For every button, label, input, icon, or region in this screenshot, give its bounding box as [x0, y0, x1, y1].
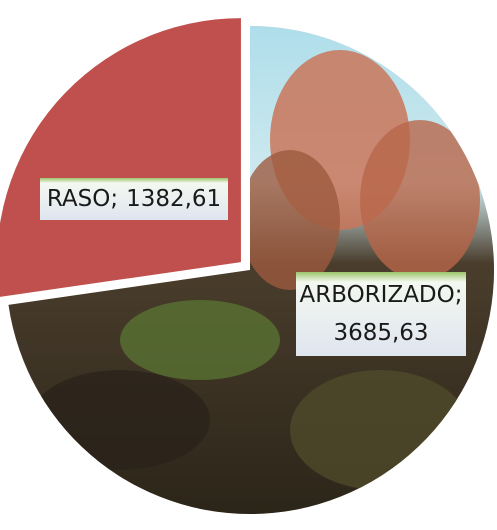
data-label: RASO; 1382,61 [47, 186, 221, 212]
data-label-box [40, 178, 228, 220]
category-label: RASO [47, 186, 111, 212]
data-label-box [296, 272, 466, 356]
category-label: ARBORIZADO [299, 282, 454, 308]
data-label: ARBORIZADO; 3685,63 [299, 282, 462, 346]
value-label: 3685,63 [333, 320, 428, 346]
pie-slice [0, 18, 241, 297]
label-separator: ; [110, 186, 118, 212]
label-separator: ; [455, 282, 463, 308]
value-label: 1382,61 [126, 186, 221, 212]
